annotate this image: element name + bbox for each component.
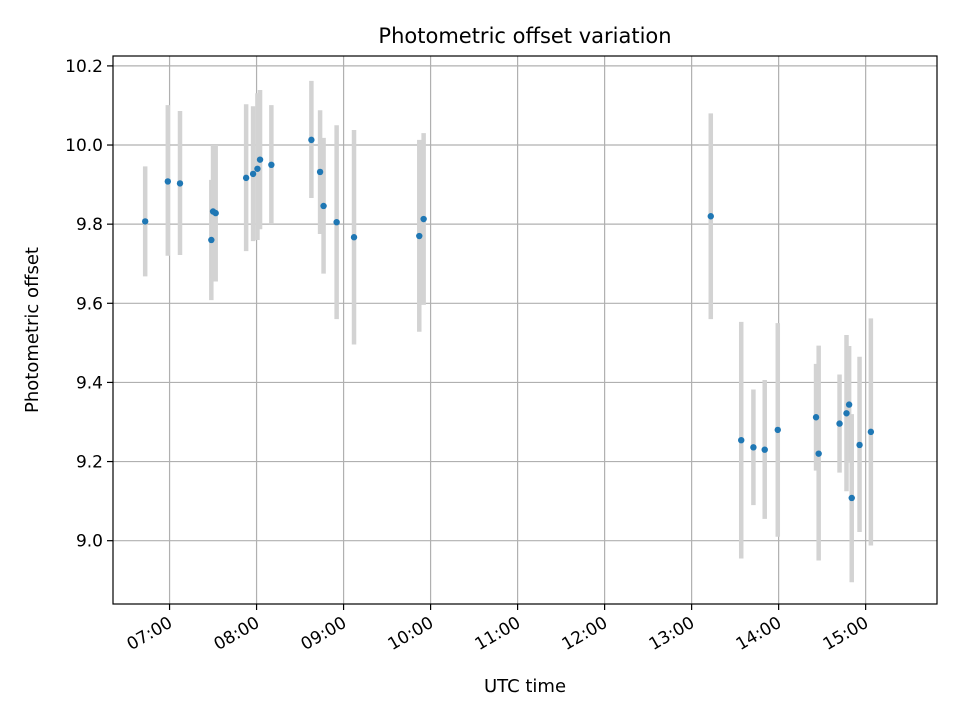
data-point — [812, 414, 820, 421]
x-axis-label: UTC time — [484, 676, 566, 697]
data-point — [141, 218, 149, 225]
y-tick-label: 10.0 — [65, 136, 103, 156]
data-point — [843, 410, 850, 417]
y-tick-label: 9.6 — [76, 294, 103, 314]
data-point — [268, 161, 275, 169]
data-points — [141, 136, 875, 502]
data-point — [707, 213, 714, 220]
data-point — [815, 450, 822, 457]
data-point — [848, 494, 855, 502]
y-axis: 9.0 9.2 9.4 9.6 9.8 10.0 10.2 — [65, 57, 113, 552]
y-tick-label: 9.4 — [76, 373, 103, 393]
data-point — [836, 420, 843, 427]
data-point — [761, 446, 768, 453]
data-point — [164, 178, 172, 185]
data-point — [256, 156, 264, 163]
data-point — [845, 401, 853, 408]
y-tick-label: 9.0 — [76, 532, 103, 552]
data-point — [208, 236, 215, 244]
data-point — [416, 232, 423, 240]
data-point — [242, 174, 250, 182]
data-point — [212, 209, 219, 217]
data-point — [350, 234, 358, 241]
data-point — [176, 180, 184, 187]
data-point — [867, 428, 875, 436]
data-point — [308, 136, 315, 144]
data-point — [249, 170, 257, 178]
y-axis-label: Photometric offset — [22, 247, 43, 413]
data-point — [420, 215, 427, 223]
chart-title: Photometric offset variation — [378, 24, 671, 48]
data-point — [738, 436, 745, 444]
data-point — [316, 168, 324, 176]
data-point — [856, 441, 863, 449]
grid — [113, 56, 937, 604]
y-tick-label: 10.2 — [65, 57, 103, 77]
y-tick-label: 9.2 — [76, 453, 103, 473]
data-point — [254, 165, 261, 172]
plot-frame — [112, 55, 938, 605]
data-point — [320, 202, 327, 210]
data-point — [333, 218, 340, 226]
data-point — [774, 426, 781, 434]
data-point — [750, 444, 757, 451]
y-tick-label: 9.8 — [76, 215, 103, 235]
